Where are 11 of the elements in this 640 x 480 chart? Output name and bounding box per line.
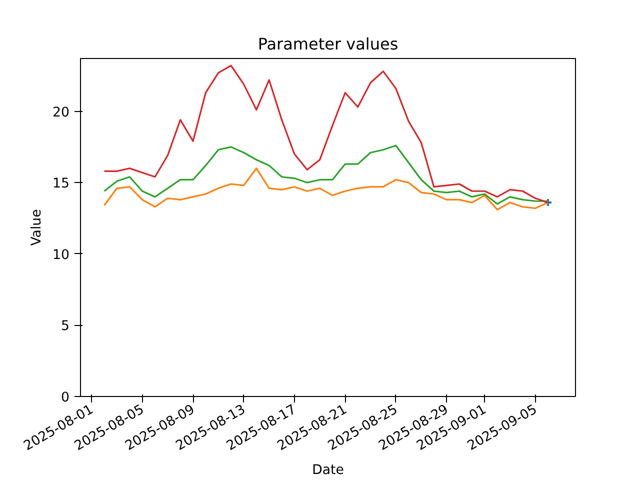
chart-title: Parameter values: [258, 34, 398, 54]
x-axis-title: Date: [312, 462, 344, 478]
y-tick-label: 10: [52, 248, 70, 263]
line-series: [103, 168, 549, 210]
y-tick-label: 0: [61, 390, 70, 406]
y-axis-title: Value: [30, 209, 45, 246]
line-series: [103, 64, 549, 204]
y-tick-label: 5: [61, 319, 70, 334]
y-tick-label: 15: [52, 176, 70, 192]
y-tick-label: 20: [52, 105, 70, 120]
line-series: [103, 144, 549, 205]
